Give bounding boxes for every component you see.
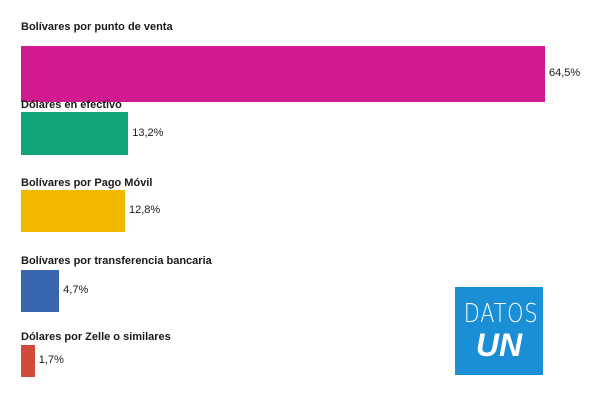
datos-un-logo: DATOS UN	[455, 287, 543, 375]
bar	[21, 270, 60, 312]
value-label: 13,2%	[132, 126, 164, 139]
bar	[21, 46, 545, 102]
logo-line2: UN	[475, 327, 523, 363]
value-label: 12,8%	[128, 204, 161, 216]
bar	[21, 112, 129, 155]
bar	[21, 345, 35, 377]
value-label: 1,7%	[38, 354, 64, 366]
value-label: 64,5%	[549, 67, 581, 79]
value-label: 4,7%	[63, 284, 89, 296]
category-label: Dólares por Zelle o similares	[21, 331, 171, 343]
category-label: Dólares en efectivo	[21, 99, 122, 111]
logo-line1: DATOS	[463, 299, 539, 329]
category-label: Bolívares por Pago Móvil	[21, 177, 153, 189]
bar	[21, 190, 125, 232]
category-label: Bolívares por punto de venta	[21, 21, 173, 33]
category-label: Bolívares por transferencia bancaria	[21, 255, 212, 267]
